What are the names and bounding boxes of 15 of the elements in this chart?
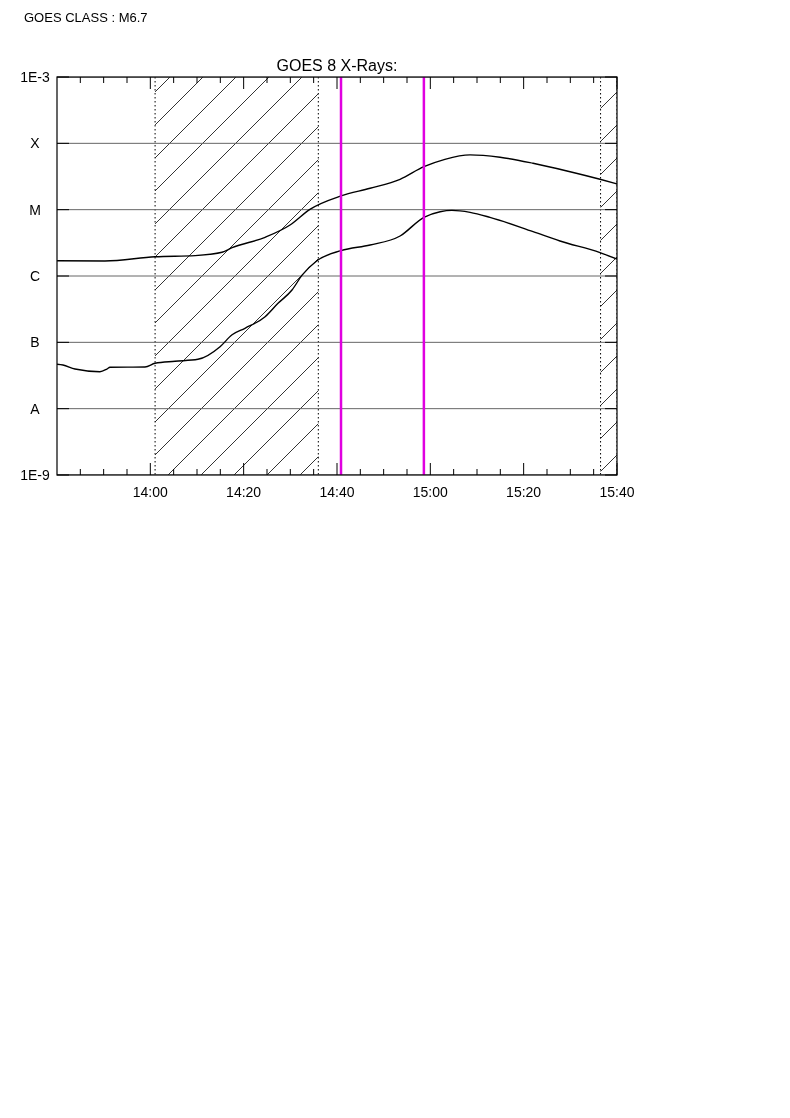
y-tick-label: B xyxy=(30,334,40,351)
x-tick-label: 14:40 xyxy=(319,484,355,500)
x-tick-label: 14:20 xyxy=(226,484,262,500)
chart-title: GOES 8 X-Rays: xyxy=(276,57,398,74)
x-tick-label: 15:40 xyxy=(599,484,635,500)
y-tick-label: M xyxy=(29,201,41,218)
y-tick-label: 1E-9 xyxy=(20,467,50,483)
y-tick-label: 1E-3 xyxy=(20,69,50,85)
y-tick-label: A xyxy=(30,400,41,417)
x-tick-label: 15:20 xyxy=(506,484,542,500)
y-tick-label: X xyxy=(30,135,41,152)
x-tick-label: 14:00 xyxy=(132,484,169,500)
y-tick-label: C xyxy=(29,268,41,284)
text: GOES CLASS : M6.7 xyxy=(24,10,148,25)
x-tick-label: 15:00 xyxy=(412,484,449,500)
